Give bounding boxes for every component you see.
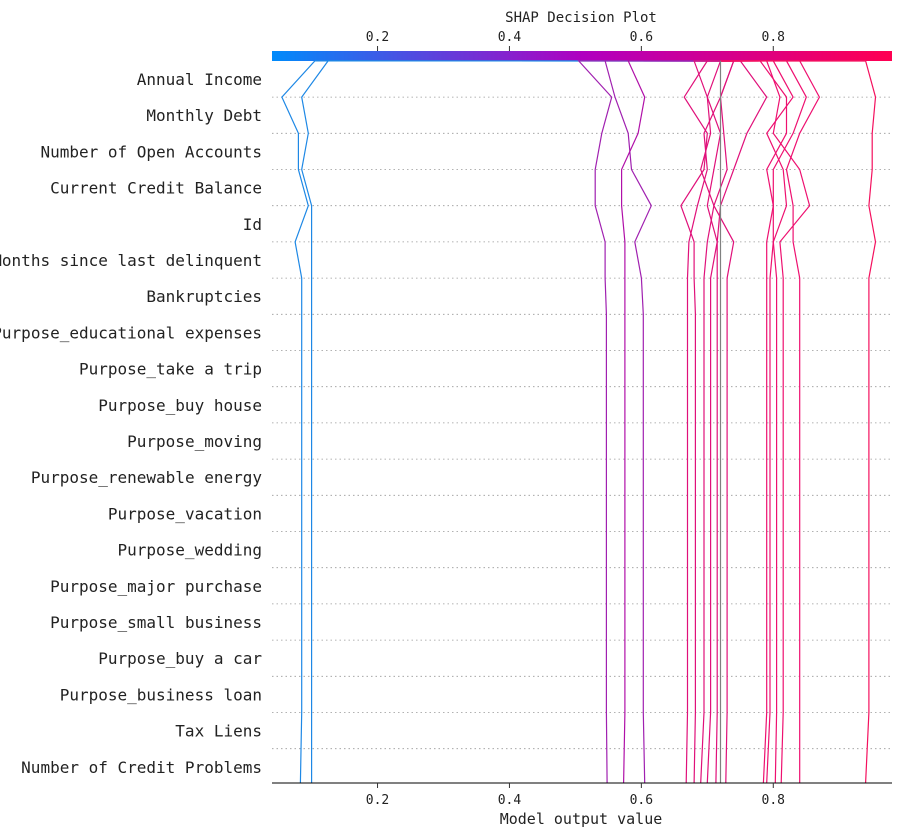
chart-title: SHAP Decision Plot bbox=[505, 10, 657, 26]
decision-path-obs-11 bbox=[706, 60, 722, 784]
decision-path-obs-10 bbox=[713, 60, 735, 784]
feature-label: Number of Open Accounts bbox=[40, 142, 262, 161]
decision-path-obs-4 bbox=[604, 60, 721, 784]
decision-path-obs-16 bbox=[720, 60, 811, 784]
bottom-tick-label: 0.6 bbox=[630, 793, 653, 808]
feature-label-group: Annual Income Monthly Debt Number of Open … bbox=[0, 70, 262, 777]
feature-label: Tax Liens bbox=[175, 722, 262, 741]
feature-label: Purpose_moving bbox=[127, 432, 262, 451]
feature-label: Purpose_take a trip bbox=[79, 360, 262, 379]
decision-path-obs-1 bbox=[301, 60, 721, 783]
feature-label: Months since last delinquent bbox=[0, 251, 262, 270]
top-tick-group: 0.2 0.4 0.6 0.8 bbox=[366, 30, 785, 51]
feature-label: Purpose_educational expenses bbox=[0, 323, 262, 342]
feature-label: Purpose_small business bbox=[50, 613, 262, 632]
decision-path-obs-6 bbox=[693, 60, 721, 784]
decision-path-obs-8 bbox=[685, 60, 735, 784]
colorbar bbox=[272, 51, 892, 61]
decision-path-obs-7 bbox=[680, 60, 721, 784]
feature-label: Id bbox=[243, 215, 262, 234]
decision-path-obs-3 bbox=[577, 60, 721, 784]
top-tick-label: 0.4 bbox=[498, 30, 522, 45]
bottom-tick-group: 0.2 0.4 0.6 0.8 bbox=[366, 783, 785, 808]
decision-path-obs-12 bbox=[720, 60, 788, 784]
feature-label: Annual Income bbox=[137, 70, 262, 89]
x-axis-label: Model output value bbox=[500, 810, 663, 828]
decision-path-obs-14 bbox=[720, 60, 807, 784]
top-tick-label: 0.6 bbox=[630, 30, 653, 45]
series-line-group bbox=[281, 60, 877, 784]
feature-gridlines bbox=[272, 96, 892, 750]
feature-label: Purpose_vacation bbox=[108, 504, 262, 523]
feature-label: Number of Credit Problems bbox=[21, 758, 262, 777]
feature-label: Bankruptcies bbox=[146, 287, 262, 306]
feature-label: Purpose_business loan bbox=[60, 685, 262, 704]
feature-label: Purpose_buy house bbox=[98, 396, 262, 415]
feature-label: Purpose_major purchase bbox=[50, 577, 262, 596]
feature-label: Current Credit Balance bbox=[50, 179, 262, 198]
decision-path-obs-15 bbox=[720, 60, 821, 783]
feature-label: Purpose_renewable energy bbox=[31, 468, 263, 487]
decision-path-obs-2 bbox=[281, 60, 721, 784]
decision-path-obs-9 bbox=[715, 60, 768, 784]
feature-label: Monthly Debt bbox=[146, 106, 262, 125]
bottom-tick-label: 0.4 bbox=[498, 793, 522, 808]
decision-path-obs-5 bbox=[620, 60, 721, 784]
feature-label: Purpose_wedding bbox=[118, 541, 263, 560]
top-tick-label: 0.2 bbox=[366, 30, 389, 45]
decision-path-obs-13 bbox=[720, 60, 794, 784]
top-tick-label: 0.8 bbox=[762, 30, 785, 45]
decision-path-obs-17 bbox=[720, 60, 877, 784]
bottom-tick-label: 0.2 bbox=[366, 793, 389, 808]
feature-label: Purpose_buy a car bbox=[98, 649, 262, 668]
bottom-tick-label: 0.8 bbox=[762, 793, 785, 808]
